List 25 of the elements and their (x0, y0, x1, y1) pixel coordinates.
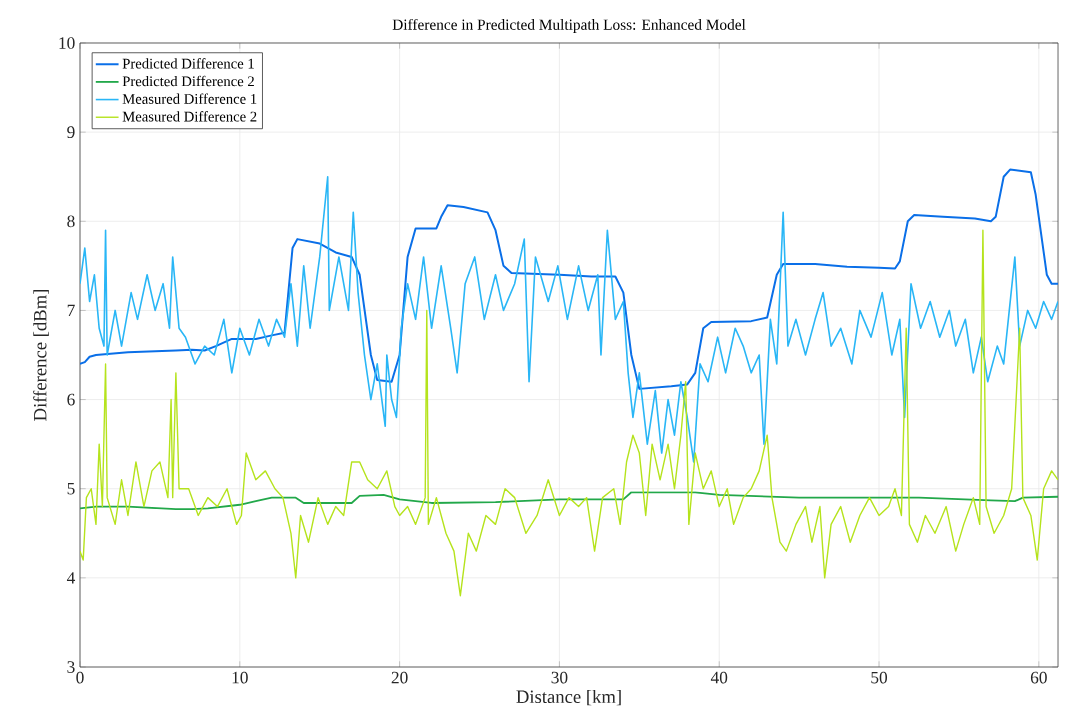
legend-label: Predicted Difference 1 (122, 58, 254, 69)
y-axis-title: Difference [dBm] (33, 289, 49, 421)
legend-label: Measured Difference 1 (122, 93, 257, 104)
x-tick-label: 50 (871, 671, 888, 684)
y-tick-label: 4 (66, 572, 76, 584)
y-tick-label: 6 (67, 393, 75, 406)
x-tick-label: 30 (551, 671, 568, 684)
line-series (80, 229, 1059, 597)
y-tick-label: 10 (59, 37, 75, 49)
x-tick-label: 40 (710, 671, 728, 684)
y-tick-label: 3 (67, 661, 75, 673)
y-tick-label: 5 (67, 482, 75, 495)
line-series (80, 168, 1059, 390)
legend-label: Predicted Difference 2 (122, 75, 254, 87)
line-series (80, 175, 1059, 463)
x-tick-label: 0 (76, 671, 84, 684)
y-tick-label: 8 (67, 215, 75, 228)
chart-title: Difference in Predicted Multipath Loss: Enhanced Model (392, 18, 746, 33)
x-tick-label: 10 (232, 671, 248, 684)
legend-label: Measured Difference 2 (122, 111, 257, 122)
y-tick-label: 7 (67, 304, 75, 317)
x-tick-label: 20 (391, 671, 408, 684)
y-tick-label: 9 (67, 126, 75, 138)
x-axis-title: Distance [km] (516, 689, 621, 706)
x-tick-label: 60 (1030, 671, 1047, 684)
